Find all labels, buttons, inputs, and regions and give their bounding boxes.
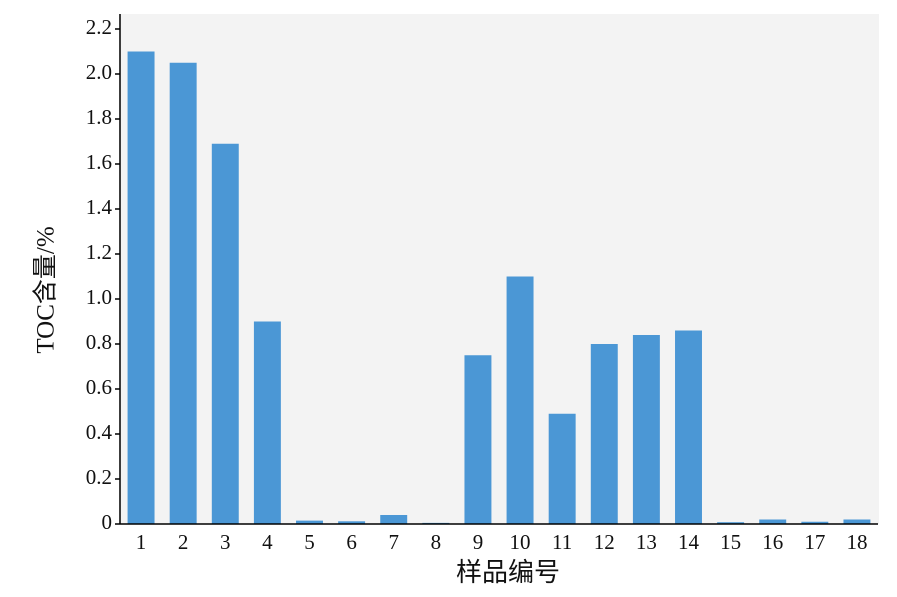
bar	[548, 413, 576, 524]
bar	[717, 522, 745, 524]
bar	[675, 330, 702, 524]
y-tick-label: 0.6	[86, 375, 112, 399]
bar	[169, 62, 197, 524]
y-tick-label: 0.2	[86, 465, 112, 489]
x-tick-label: 8	[431, 530, 442, 554]
bar	[801, 521, 829, 524]
y-tick-label: 0.4	[86, 420, 113, 444]
y-tick-label: 1.0	[86, 285, 112, 309]
y-tick-label: 2.2	[86, 15, 112, 39]
y-tick-label: 2.0	[86, 60, 112, 84]
bar	[338, 521, 366, 524]
x-tick-label: 6	[346, 530, 357, 554]
x-tick-label: 7	[388, 530, 399, 554]
x-tick-label: 12	[594, 530, 615, 554]
x-tick-label: 10	[510, 530, 531, 554]
bar	[632, 335, 660, 524]
bar	[506, 276, 534, 524]
y-tick-label: 0	[102, 510, 113, 534]
x-tick-label: 5	[304, 530, 315, 554]
y-tick-label: 1.4	[86, 195, 113, 219]
y-tick-label: 0.8	[86, 330, 112, 354]
bar	[127, 51, 155, 524]
y-axis-label: TOC含量/%	[32, 226, 60, 353]
plot-background	[119, 14, 879, 524]
bar	[759, 519, 787, 524]
x-tick-label: 11	[552, 530, 572, 554]
bar	[590, 344, 618, 524]
x-tick-label: 2	[178, 530, 189, 554]
x-tick-label: 13	[636, 530, 657, 554]
x-tick-label: 9	[473, 530, 484, 554]
y-tick-label: 1.6	[86, 150, 112, 174]
bar	[464, 355, 492, 524]
x-axis-label: 样品编号	[456, 558, 560, 587]
x-tick-label: 14	[678, 530, 700, 554]
x-tick-label: 17	[804, 530, 825, 554]
x-tick-label: 15	[720, 530, 741, 554]
bar	[253, 321, 281, 524]
x-tick-label: 16	[762, 530, 783, 554]
x-tick-label: 1	[136, 530, 147, 554]
x-tick-label: 3	[220, 530, 231, 554]
bar	[211, 143, 239, 524]
x-tick-label: 18	[846, 530, 867, 554]
x-tick-label: 4	[262, 530, 273, 554]
bar	[296, 520, 323, 524]
y-tick-label: 1.8	[86, 105, 112, 129]
bar	[843, 519, 871, 524]
bar	[380, 515, 408, 524]
y-tick-label: 1.2	[86, 240, 112, 264]
